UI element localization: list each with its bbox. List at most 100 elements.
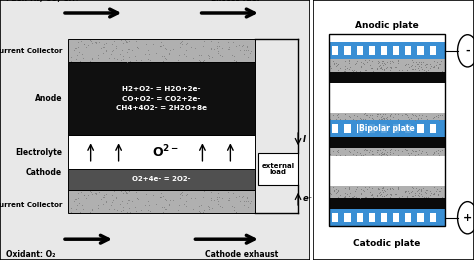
Point — [423, 152, 431, 157]
Point — [232, 195, 240, 199]
Point — [363, 148, 371, 152]
Point — [135, 197, 142, 201]
Point — [332, 61, 340, 65]
Point — [207, 190, 215, 194]
Point — [237, 48, 244, 53]
Point — [123, 210, 131, 214]
Point — [243, 44, 251, 48]
Point — [162, 56, 170, 61]
Point — [200, 189, 207, 193]
Point — [178, 193, 185, 197]
Bar — [68, 39, 255, 62]
Point — [78, 190, 85, 194]
Point — [332, 117, 340, 121]
Point — [337, 66, 344, 70]
Point — [341, 117, 349, 121]
Point — [78, 52, 86, 56]
Point — [374, 59, 382, 63]
Point — [368, 192, 376, 196]
Point — [362, 148, 369, 152]
Point — [368, 152, 375, 156]
Point — [413, 62, 420, 66]
Point — [229, 191, 237, 195]
Point — [357, 69, 365, 73]
Point — [411, 64, 419, 68]
Point — [219, 196, 226, 200]
Point — [395, 58, 402, 62]
Point — [131, 54, 139, 58]
Point — [430, 151, 438, 155]
Point — [370, 116, 377, 121]
Point — [345, 61, 353, 65]
Point — [381, 194, 388, 198]
Point — [437, 149, 444, 153]
Text: Cathode exhaust: Cathode exhaust — [205, 250, 278, 259]
Point — [382, 189, 389, 193]
Point — [438, 148, 446, 152]
Point — [74, 45, 82, 49]
Point — [161, 207, 169, 211]
Point — [341, 64, 349, 68]
Point — [376, 193, 384, 197]
Point — [362, 195, 369, 199]
Point — [346, 186, 353, 190]
Point — [376, 112, 384, 116]
Point — [331, 62, 338, 66]
Point — [73, 53, 81, 57]
Point — [153, 51, 160, 55]
Point — [406, 191, 413, 196]
Point — [197, 203, 204, 207]
Point — [418, 188, 425, 192]
Point — [430, 191, 438, 195]
Point — [402, 189, 410, 193]
Point — [437, 189, 444, 193]
Bar — [344, 213, 351, 222]
Point — [434, 66, 442, 70]
Point — [67, 210, 75, 214]
Point — [424, 195, 432, 199]
Point — [213, 46, 220, 50]
Bar — [258, 153, 298, 185]
Point — [103, 199, 110, 203]
Point — [369, 149, 376, 153]
Point — [145, 203, 153, 207]
Point — [394, 153, 401, 157]
Point — [232, 210, 240, 214]
Bar — [329, 156, 445, 186]
Point — [346, 65, 354, 69]
Point — [121, 38, 129, 42]
Point — [100, 195, 107, 199]
Point — [357, 64, 365, 68]
Point — [392, 112, 399, 116]
Point — [332, 64, 340, 68]
Bar — [381, 124, 387, 133]
Point — [386, 113, 393, 117]
Point — [341, 153, 349, 157]
Point — [430, 65, 438, 69]
Point — [228, 53, 236, 57]
Point — [369, 66, 376, 70]
Point — [370, 152, 377, 156]
Bar — [418, 213, 424, 222]
Point — [166, 198, 174, 203]
Point — [375, 186, 383, 191]
Point — [119, 191, 127, 196]
Point — [334, 68, 342, 73]
Point — [402, 112, 410, 116]
Point — [404, 115, 412, 119]
Text: Current Collector: Current Collector — [0, 48, 62, 54]
Point — [161, 56, 169, 60]
Point — [126, 189, 133, 193]
Bar — [329, 148, 445, 156]
Point — [428, 191, 435, 195]
Point — [71, 197, 78, 201]
Point — [394, 117, 401, 121]
Point — [235, 43, 243, 47]
Point — [346, 58, 353, 62]
Point — [387, 191, 394, 196]
Point — [131, 205, 139, 209]
Point — [374, 148, 382, 152]
Point — [409, 186, 417, 191]
Point — [84, 193, 91, 197]
Point — [213, 197, 220, 201]
